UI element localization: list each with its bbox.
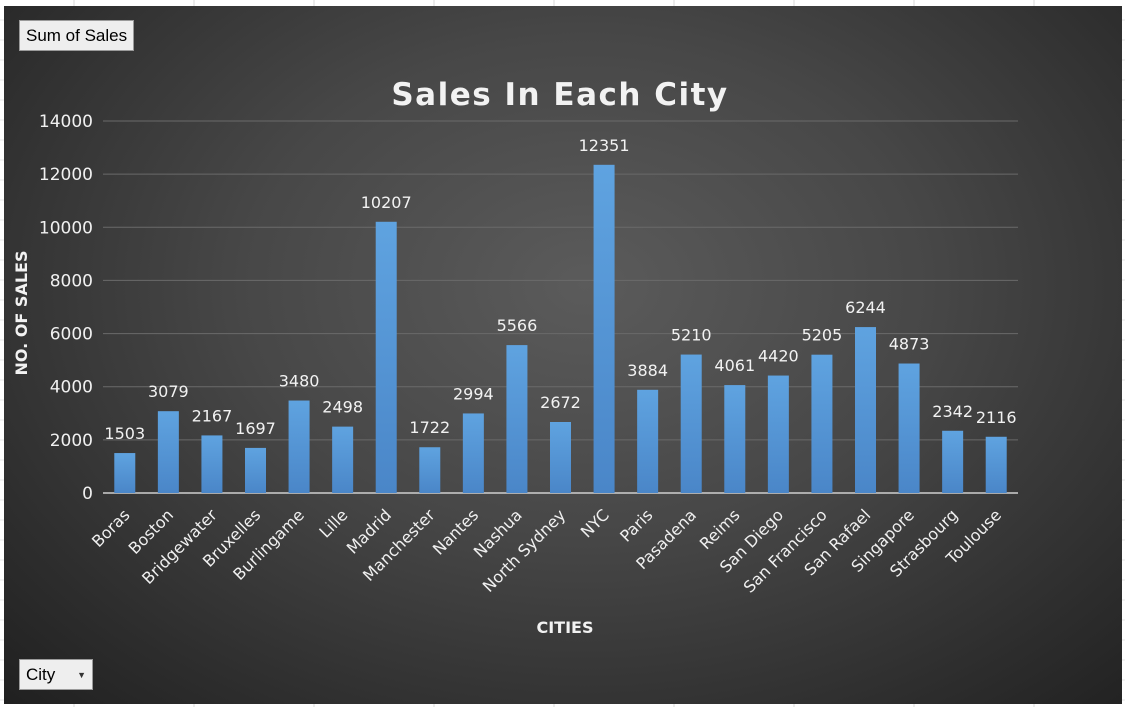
bar-north-sydney[interactable] (550, 422, 571, 493)
data-label: 4061 (714, 356, 755, 375)
y-tick-label: 14000 (39, 112, 93, 132)
data-label: 2498 (322, 398, 363, 417)
data-label: 1722 (409, 418, 450, 437)
bar-nashua[interactable] (506, 345, 528, 493)
bar-reims[interactable] (724, 385, 746, 493)
data-label: 6244 (845, 298, 886, 317)
data-label: 5205 (802, 326, 843, 345)
data-label: 3079 (148, 382, 189, 401)
y-axis-ticks: 0 2000 4000 6000 8000 10000 12000 14000 (39, 112, 93, 504)
y-tick-label: 4000 (50, 378, 93, 398)
y-tick-label: 6000 (50, 325, 93, 345)
chevron-down-icon: ▼ (77, 669, 86, 680)
bar-paris[interactable] (637, 389, 659, 493)
data-label: 1503 (104, 424, 145, 443)
bar-san-rafael[interactable] (855, 327, 876, 493)
bar-san-diego[interactable] (767, 375, 789, 493)
bar-bruxelles[interactable] (245, 447, 266, 493)
x-tick-label: Paris (616, 505, 656, 545)
y-tick-label: 0 (82, 484, 93, 504)
y-tick-label: 2000 (50, 431, 93, 451)
bar-lille[interactable] (332, 426, 354, 493)
bar-singapore[interactable] (898, 363, 920, 493)
bar-nantes[interactable] (462, 413, 484, 493)
bar-boston[interactable] (157, 411, 179, 493)
data-label: 3884 (627, 361, 668, 380)
data-label: 5566 (497, 316, 538, 335)
data-label: 2672 (540, 393, 581, 412)
data-label: 5210 (671, 326, 712, 345)
data-label: 1697 (235, 419, 276, 438)
data-label: 2994 (453, 384, 494, 403)
city-label: City (26, 664, 56, 684)
data-label: 2167 (192, 406, 233, 425)
y-tick-label: 8000 (50, 271, 93, 291)
y-tick-label: 12000 (39, 165, 93, 185)
bar-pasadena[interactable] (680, 354, 702, 493)
data-label: 2116 (976, 408, 1017, 427)
data-label: 4873 (889, 335, 930, 354)
bar-strasbourg[interactable] (942, 430, 964, 493)
bar-san-francisco[interactable] (811, 354, 833, 493)
bar-manchester[interactable] (419, 447, 441, 493)
data-label: 10207 (361, 193, 412, 212)
y-axis-title: NO. OF SALES (12, 251, 31, 376)
x-tick-label: Lille (315, 505, 351, 541)
chart-area[interactable]: Sales In Each City 0 2000 4000 6000 8000 1000… (4, 6, 1122, 704)
data-label: 2342 (932, 402, 973, 421)
chart-title[interactable]: Sales In Each City (391, 77, 728, 113)
city-field-filter-button[interactable]: City ▼ (19, 659, 93, 690)
bar-nyc[interactable] (593, 164, 615, 493)
x-tick-label: NYC (577, 505, 613, 541)
sum-of-sales-field-button[interactable]: Sum of Sales (19, 20, 135, 51)
x-axis-title: CITIES (536, 618, 593, 637)
sales-bar-chart: Sales In Each City 0 2000 4000 6000 8000 1000… (12, 77, 1018, 637)
data-label: 4420 (758, 347, 799, 366)
bar-burlingame[interactable] (288, 400, 310, 493)
x-axis-ticks: BorasBostonBridgewaterBruxellesBurlingam… (88, 505, 1005, 596)
sum-of-sales-label: Sum of Sales (26, 25, 128, 45)
bar-toulouse[interactable] (985, 436, 1007, 493)
bar-bridgewater[interactable] (201, 435, 223, 493)
bar-boras[interactable] (114, 453, 136, 493)
data-label: 12351 (579, 136, 630, 155)
y-tick-label: 10000 (39, 218, 93, 238)
bar-madrid[interactable] (375, 221, 397, 493)
bars (114, 164, 1007, 493)
data-label: 3480 (279, 372, 320, 391)
